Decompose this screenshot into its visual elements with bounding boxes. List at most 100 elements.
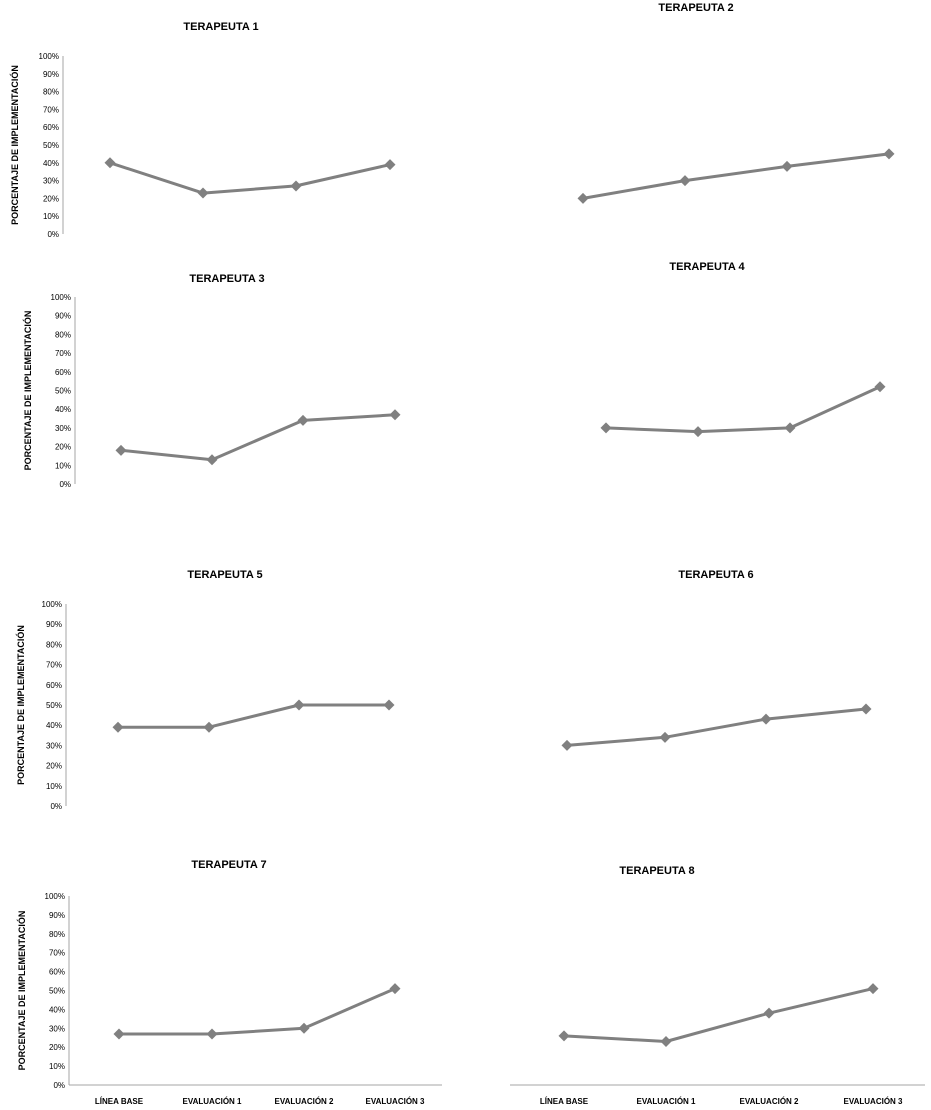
- y-tick-label: 40%: [46, 721, 62, 730]
- data-point: [660, 1036, 672, 1048]
- data-point: [297, 414, 309, 426]
- data-point: [561, 739, 573, 751]
- y-tick-label: 50%: [55, 387, 71, 396]
- x-tick-label: EVALUACIÓN 2: [275, 1097, 335, 1106]
- x-tick-label: EVALUACIÓN 1: [183, 1097, 243, 1106]
- data-point: [679, 175, 691, 187]
- y-tick-label: 10%: [46, 782, 62, 791]
- y-axis-label-1: PORCENTAJE DE IMPLEMENTACIÓN: [9, 65, 20, 225]
- y-tick-label: 100%: [42, 600, 62, 609]
- data-point: [384, 159, 396, 171]
- y-tick-label: 30%: [43, 177, 59, 186]
- series-line-5: [118, 703, 389, 729]
- y-tick-label: 50%: [43, 141, 59, 150]
- data-point: [883, 148, 895, 160]
- y-tick-label: 10%: [49, 1062, 65, 1071]
- y-tick-label: 90%: [49, 911, 65, 920]
- series-line-2: [582, 152, 890, 200]
- data-point: [874, 381, 886, 393]
- data-point: [692, 426, 704, 438]
- y-tick-label: 30%: [46, 741, 62, 750]
- y-tick-label: 20%: [46, 762, 62, 771]
- y-tick-label: 20%: [55, 443, 71, 452]
- data-point: [383, 699, 395, 711]
- chart-title-3: TERAPEUTA 3: [189, 273, 264, 285]
- y-tick-label: 100%: [51, 293, 71, 302]
- data-point: [763, 1007, 775, 1019]
- series-line-8: [563, 987, 874, 1043]
- y-tick-label: 50%: [46, 701, 62, 710]
- data-point: [860, 703, 872, 715]
- data-point: [206, 454, 218, 466]
- x-tick-label: EVALUACIÓN 2: [740, 1097, 800, 1106]
- series-line-1: [109, 161, 391, 195]
- y-tick-label: 90%: [55, 312, 71, 321]
- data-point: [112, 721, 124, 733]
- data-point: [293, 699, 305, 711]
- data-point: [577, 192, 589, 204]
- series-line-7: [119, 987, 396, 1036]
- data-point: [113, 1028, 125, 1040]
- y-tick-label: 30%: [55, 424, 71, 433]
- y-tick-label: 80%: [43, 88, 59, 97]
- x-tick-label: EVALUACIÓN 3: [844, 1097, 904, 1106]
- y-tick-label: 20%: [43, 194, 59, 203]
- y-tick-label: 0%: [59, 480, 71, 489]
- data-point: [659, 731, 671, 743]
- y-axis-label-3: PORCENTAJE DE IMPLEMENTACIÓN: [22, 311, 33, 471]
- chart-title-5: TERAPEUTA 5: [187, 569, 262, 581]
- series-line-3: [120, 413, 396, 462]
- y-tick-label: 100%: [39, 52, 59, 61]
- x-tick-label: LÍNEA BASE: [95, 1097, 144, 1106]
- data-point: [197, 187, 209, 199]
- y-tick-label: 0%: [47, 230, 59, 239]
- data-point: [104, 157, 116, 169]
- data-point: [558, 1030, 570, 1042]
- data-point: [867, 983, 879, 995]
- y-tick-label: 70%: [55, 349, 71, 358]
- chart-title-1: TERAPEUTA 1: [183, 21, 258, 33]
- data-point: [206, 1028, 218, 1040]
- y-tick-label: 100%: [45, 892, 65, 901]
- data-point: [600, 422, 612, 434]
- y-tick-label: 10%: [43, 212, 59, 221]
- y-tick-label: 40%: [43, 159, 59, 168]
- y-axis-label-5: PORCENTAJE DE IMPLEMENTACIÓN: [15, 625, 26, 785]
- y-tick-label: 80%: [49, 930, 65, 939]
- y-tick-label: 90%: [43, 70, 59, 79]
- y-tick-label: 50%: [49, 987, 65, 996]
- y-tick-label: 20%: [49, 1043, 65, 1052]
- y-tick-label: 40%: [55, 405, 71, 414]
- y-tick-label: 80%: [46, 640, 62, 649]
- chart-title-2: TERAPEUTA 2: [658, 2, 733, 14]
- y-axis-label-7: PORCENTAJE DE IMPLEMENTACIÓN: [16, 911, 27, 1071]
- chart-title-6: TERAPEUTA 6: [678, 569, 753, 581]
- series-line-6: [566, 707, 867, 747]
- series-line-4: [605, 385, 881, 434]
- y-tick-label: 60%: [55, 368, 71, 377]
- chart-title-4: TERAPEUTA 4: [669, 261, 745, 273]
- chart-title-7: TERAPEUTA 7: [191, 859, 266, 871]
- y-tick-label: 60%: [49, 968, 65, 977]
- data-point: [203, 721, 215, 733]
- y-tick-label: 70%: [46, 661, 62, 670]
- x-tick-label: EVALUACIÓN 3: [366, 1097, 426, 1106]
- data-point: [760, 713, 772, 725]
- data-point: [781, 160, 793, 172]
- data-point: [389, 409, 401, 421]
- y-tick-label: 40%: [49, 1005, 65, 1014]
- y-tick-label: 0%: [53, 1081, 65, 1090]
- x-tick-label: LÍNEA BASE: [540, 1097, 589, 1106]
- x-tick-label: EVALUACIÓN 1: [637, 1097, 697, 1106]
- data-point: [389, 983, 401, 995]
- data-point: [115, 444, 127, 456]
- data-point: [298, 1022, 310, 1034]
- y-tick-label: 10%: [55, 461, 71, 470]
- y-tick-label: 80%: [55, 330, 71, 339]
- y-tick-label: 30%: [49, 1024, 65, 1033]
- chart-title-8: TERAPEUTA 8: [619, 865, 694, 877]
- y-tick-label: 70%: [49, 949, 65, 958]
- y-tick-label: 90%: [46, 620, 62, 629]
- y-tick-label: 60%: [43, 123, 59, 132]
